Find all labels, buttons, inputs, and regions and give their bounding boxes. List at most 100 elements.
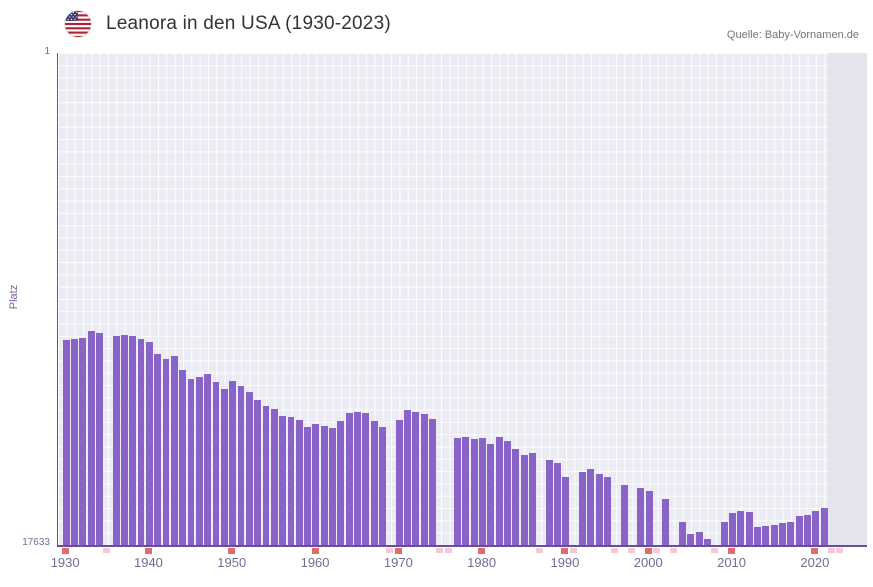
bar-1990[interactable]	[562, 477, 570, 545]
decade-tick-2010	[728, 548, 736, 554]
bar-1978[interactable]	[462, 436, 470, 545]
missing-year-tick-2008	[711, 548, 719, 553]
bar-1993[interactable]	[587, 468, 595, 545]
decade-tick-1990	[561, 548, 569, 554]
no-data-band	[828, 53, 867, 545]
bar-1951[interactable]	[237, 386, 245, 545]
bar-2010[interactable]	[728, 513, 736, 545]
bar-1971[interactable]	[404, 410, 412, 545]
bar-1937[interactable]	[120, 334, 128, 545]
bar-1995[interactable]	[604, 477, 611, 545]
bar-1965[interactable]	[354, 411, 362, 545]
bar-2018[interactable]	[795, 516, 803, 545]
y-axis-tick-top: 1	[44, 46, 50, 57]
bar-1989[interactable]	[554, 463, 561, 545]
bar-2009[interactable]	[720, 521, 728, 545]
bar-2017[interactable]	[787, 521, 795, 545]
bar-1994[interactable]	[595, 474, 603, 545]
bar-2014[interactable]	[762, 525, 770, 545]
bar-1934[interactable]	[95, 333, 103, 545]
bar-2011[interactable]	[737, 510, 745, 545]
bar-2007[interactable]	[703, 538, 711, 545]
bar-1966[interactable]	[362, 412, 370, 545]
bar-1950[interactable]	[229, 380, 237, 545]
bar-1988[interactable]	[545, 460, 553, 545]
bar-1960[interactable]	[312, 424, 320, 545]
bar-1967[interactable]	[370, 421, 378, 545]
missing-year-tick-2003	[669, 548, 677, 553]
bar-1938[interactable]	[129, 336, 137, 545]
bar-2020[interactable]	[812, 510, 820, 545]
bar-2019[interactable]	[803, 514, 811, 545]
bar-1940[interactable]	[145, 341, 153, 545]
bar-2016[interactable]	[778, 523, 786, 545]
bar-1932[interactable]	[79, 337, 87, 545]
decade-tick-1960	[311, 548, 319, 554]
decade-tick-1970	[394, 548, 402, 554]
x-axis-label-1990: 1990	[550, 555, 580, 570]
bar-1954[interactable]	[262, 405, 270, 545]
bar-1958[interactable]	[295, 419, 303, 545]
bar-1999[interactable]	[637, 488, 645, 545]
x-axis-label-2000: 2000	[633, 555, 663, 570]
bar-1952[interactable]	[245, 392, 253, 545]
bar-2012[interactable]	[745, 512, 753, 545]
bar-1981[interactable]	[487, 443, 495, 545]
bar-1956[interactable]	[279, 415, 287, 545]
bar-1982[interactable]	[495, 436, 503, 545]
bar-1955[interactable]	[270, 408, 278, 545]
bar-2004[interactable]	[679, 521, 686, 545]
bar-1970[interactable]	[395, 419, 403, 545]
bar-2000[interactable]	[645, 491, 653, 545]
bar-1959[interactable]	[304, 426, 312, 545]
bar-2015[interactable]	[770, 524, 778, 545]
bar-1984[interactable]	[512, 449, 520, 545]
bar-1977[interactable]	[454, 438, 462, 545]
bar-1964[interactable]	[345, 412, 353, 545]
bar-1931[interactable]	[70, 339, 78, 545]
x-axis-label-1930: 1930	[50, 555, 80, 570]
bar-1962[interactable]	[329, 428, 337, 545]
bar-2005[interactable]	[687, 534, 695, 545]
bar-1997[interactable]	[620, 485, 628, 545]
missing-year-tick-2022	[827, 548, 835, 553]
bar-1963[interactable]	[337, 421, 345, 545]
bar-1947[interactable]	[204, 373, 212, 545]
bar-1943[interactable]	[170, 355, 178, 545]
bar-2002[interactable]	[662, 499, 670, 545]
bar-1992[interactable]	[579, 471, 586, 545]
bar-1948[interactable]	[212, 382, 220, 545]
bar-1983[interactable]	[504, 440, 511, 545]
bar-1944[interactable]	[179, 369, 187, 545]
bar-1942[interactable]	[162, 358, 170, 545]
decade-tick-2020	[811, 548, 819, 554]
bar-1957[interactable]	[287, 417, 295, 545]
bar-1945[interactable]	[187, 379, 195, 545]
bar-1953[interactable]	[254, 400, 262, 545]
bar-1986[interactable]	[529, 453, 536, 545]
bar-1939[interactable]	[137, 339, 145, 545]
bar-1949[interactable]	[220, 389, 228, 545]
bar-1941[interactable]	[154, 354, 162, 545]
bar-2021[interactable]	[820, 507, 828, 545]
bar-1930[interactable]	[62, 340, 70, 545]
bar-1974[interactable]	[429, 418, 437, 545]
plot-area[interactable]	[57, 53, 867, 547]
bar-1973[interactable]	[420, 414, 428, 545]
bar-2006[interactable]	[695, 531, 703, 545]
x-tick-row	[57, 547, 866, 556]
x-label-row: 1930 1940 1950 1960 1970 1980 1990 2000 2010 2020	[51, 551, 866, 571]
bar-1980[interactable]	[479, 438, 486, 545]
us-flag-icon	[64, 10, 92, 38]
bar-1933[interactable]	[87, 330, 95, 545]
bar-1972[interactable]	[412, 411, 420, 545]
page-title: Leanora in den USA (1930-2023)	[106, 13, 391, 34]
bar-1936[interactable]	[112, 336, 120, 545]
bar-1961[interactable]	[320, 425, 328, 545]
bar-1985[interactable]	[520, 454, 528, 545]
bar-2013[interactable]	[753, 527, 761, 545]
bar-1946[interactable]	[195, 376, 203, 545]
bar-1968[interactable]	[379, 426, 387, 545]
bar-1979[interactable]	[470, 439, 478, 545]
